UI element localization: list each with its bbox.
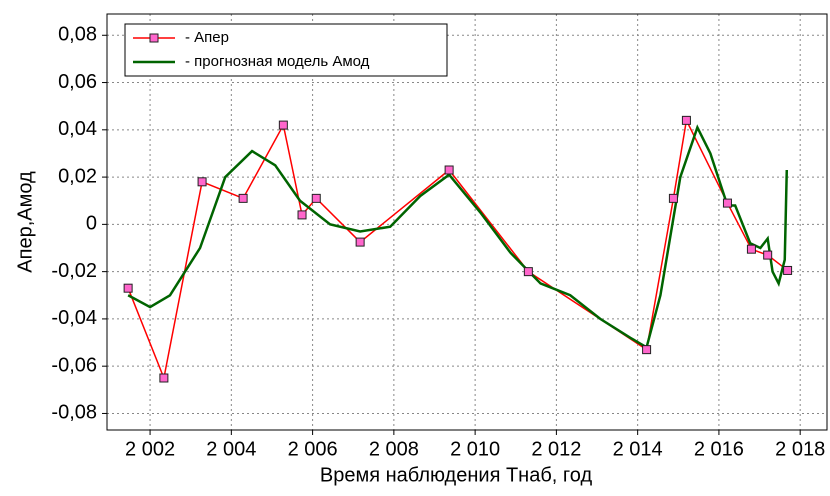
x-tick-label: 2 010 (450, 438, 500, 460)
x-tick-label: 2 012 (531, 438, 581, 460)
y-tick-label: -0,08 (51, 402, 97, 424)
point-marker (642, 345, 652, 355)
point-marker (311, 193, 321, 203)
point-marker (159, 373, 169, 383)
point-marker (722, 198, 732, 208)
x-tick-label: 2 004 (206, 438, 256, 460)
point-marker (746, 244, 756, 254)
point-marker (278, 120, 288, 130)
legend-marker (149, 33, 159, 43)
point-marker (238, 193, 248, 203)
point-marker (523, 267, 533, 277)
y-tick-label: 0,02 (58, 165, 97, 187)
point-marker (668, 193, 678, 203)
point-marker (763, 250, 773, 260)
plot-frame (106, 13, 828, 431)
y-tick-label: 0,08 (58, 24, 97, 46)
x-tick-label: 2 008 (369, 438, 419, 460)
point-marker (444, 165, 454, 175)
legend-label: - прогнозная модель Амод (185, 53, 370, 70)
legend-box (124, 23, 448, 77)
series-line (127, 124, 789, 350)
legend-label: - Апер (185, 29, 229, 46)
y-tick-label: -0,04 (51, 307, 97, 329)
point-marker (123, 283, 133, 293)
y-tick-label: -0,02 (51, 260, 97, 282)
x-tick-label: 2 014 (613, 438, 663, 460)
x-tick-label: 2 016 (694, 438, 744, 460)
y-tick-label: 0,06 (58, 71, 97, 93)
point-marker (355, 237, 365, 247)
y-axis-label: Апер,Амод (14, 171, 36, 273)
point-marker (197, 177, 207, 187)
y-tick-label: 0 (86, 213, 97, 235)
x-axis-label: Время наблюдения Тнаб, год (320, 464, 593, 486)
y-tick-label: 0,04 (58, 118, 97, 140)
x-tick-label: 2 018 (775, 438, 825, 460)
y-tick-label: -0,06 (51, 354, 97, 376)
x-tick-label: 2 002 (125, 438, 175, 460)
point-marker (783, 265, 793, 275)
x-tick-label: 2 006 (288, 438, 338, 460)
point-marker (297, 210, 307, 220)
point-marker (681, 115, 691, 125)
